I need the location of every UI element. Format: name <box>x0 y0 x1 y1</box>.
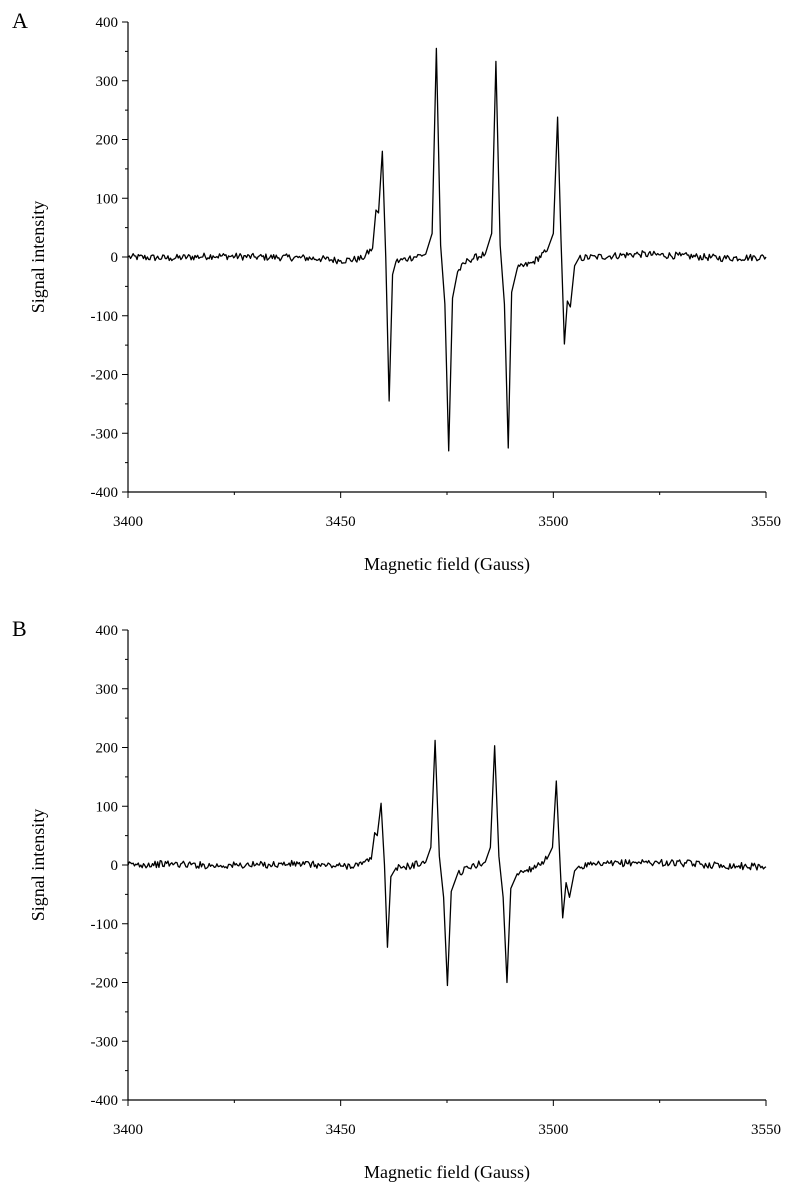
y-tick-label: -100 <box>91 917 119 933</box>
y-tick-label: 0 <box>111 250 119 266</box>
x-tick-label: 3400 <box>113 1122 143 1138</box>
y-tick-label: 200 <box>96 133 119 149</box>
x-tick-label: 3450 <box>326 514 356 530</box>
y-tick-label: 400 <box>96 15 119 31</box>
panel-b: B -400 -300 -200 -100 0 100 200 300 400 3400 3450 35… <box>12 616 781 1183</box>
panel-label: B <box>12 616 27 641</box>
x-tick-label: 3400 <box>113 514 143 530</box>
y-tick-label: -200 <box>91 368 119 384</box>
x-tick-label: 3500 <box>538 514 568 530</box>
epr-spectrum-line <box>127 739 767 987</box>
y-tick-label: -400 <box>91 485 119 501</box>
y-tick-label: 200 <box>96 741 119 757</box>
y-tick-label: 300 <box>96 682 119 698</box>
y-tick-label: 100 <box>96 191 119 207</box>
y-tick-label: -200 <box>91 976 119 992</box>
x-axis-title: Magnetic field (Gauss) <box>364 1162 530 1183</box>
y-tick-label: -300 <box>91 1034 119 1050</box>
y-axis-title: Signal intensity <box>28 201 48 314</box>
y-axis-title: Signal intensity <box>28 809 48 922</box>
x-tick-label: 3550 <box>751 1122 781 1138</box>
y-tick-label: -400 <box>91 1093 119 1109</box>
y-tick-label: 100 <box>96 799 119 815</box>
panel-label: A <box>12 8 28 33</box>
x-axis-title: Magnetic field (Gauss) <box>364 554 530 575</box>
y-tick-label: -300 <box>91 426 119 442</box>
x-tick-label: 3450 <box>326 1122 356 1138</box>
epr-spectrum-line <box>127 47 767 452</box>
y-tick-label: -100 <box>91 309 119 325</box>
y-tick-label: 400 <box>96 623 119 639</box>
x-tick-label: 3550 <box>751 514 781 530</box>
y-tick-label: 300 <box>96 74 119 90</box>
panel-a: A -400 -300 -200 -100 0 100 200 300 400 3400 3450 35… <box>12 8 781 575</box>
y-tick-label: 0 <box>111 858 119 874</box>
x-tick-label: 3500 <box>538 1122 568 1138</box>
